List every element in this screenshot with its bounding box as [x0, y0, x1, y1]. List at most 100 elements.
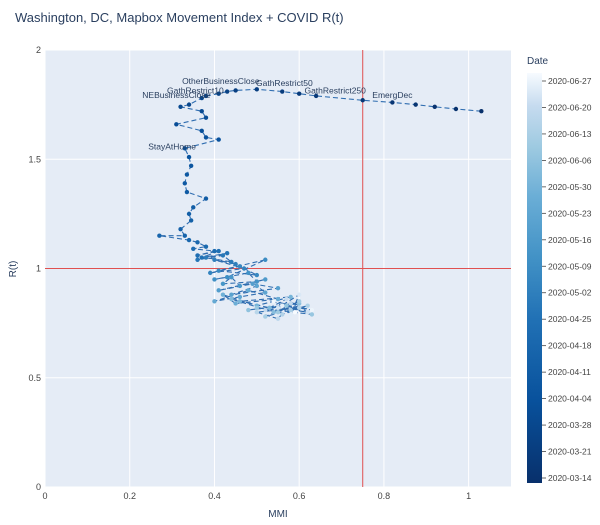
data-point — [254, 310, 260, 315]
colorbar-tick-label: 2020-05-09 — [548, 261, 592, 271]
data-point — [186, 211, 192, 217]
data-point — [275, 310, 281, 315]
data-point — [296, 292, 302, 297]
data-point — [195, 240, 200, 245]
data-point — [212, 277, 217, 282]
data-point — [195, 257, 200, 262]
data-point — [390, 100, 395, 105]
colorbar-tick-label: 2020-05-02 — [548, 288, 592, 298]
data-point — [191, 205, 196, 210]
data-point — [216, 248, 221, 254]
data-point — [288, 307, 293, 313]
data-point — [220, 292, 226, 297]
annotation-label: GathRestrict10 — [167, 86, 224, 96]
data-point — [212, 299, 217, 304]
colorbar-tick-label: 2020-03-28 — [548, 420, 592, 430]
colorbar-tick-label: 2020-03-21 — [548, 447, 592, 457]
data-point — [280, 312, 285, 317]
data-point — [182, 181, 187, 186]
x-tick-label: 1 — [466, 491, 471, 501]
data-point — [250, 281, 255, 286]
colorbar-tick-label: 2020-04-11 — [548, 367, 591, 377]
data-point — [233, 301, 238, 306]
annotation-label: EmergDec — [372, 90, 413, 100]
data-point — [186, 237, 192, 243]
data-point — [199, 95, 204, 101]
data-point — [432, 104, 437, 110]
data-point — [275, 296, 281, 302]
x-tick-label: 0 — [42, 491, 47, 501]
colorbar-tick-label: 2020-03-14 — [548, 473, 592, 483]
annotation-label: StayAtHome — [148, 141, 196, 151]
data-point — [229, 275, 234, 280]
data-point — [220, 281, 226, 286]
data-point — [241, 266, 247, 271]
data-point — [220, 253, 226, 258]
data-point — [305, 303, 310, 308]
colorbar-tick-label: 2020-06-27 — [548, 76, 592, 86]
data-point — [184, 189, 190, 195]
series-points — [157, 87, 484, 321]
data-point — [229, 296, 234, 302]
data-point — [284, 303, 289, 308]
data-point — [191, 246, 196, 252]
data-point — [203, 135, 209, 140]
data-point — [182, 233, 187, 238]
data-point — [360, 98, 365, 103]
data-point — [263, 307, 268, 313]
data-point — [271, 310, 276, 315]
colorbar-ticks: 2020-06-27 2020-06-20 2020-06-13 2020-06-06… — [542, 76, 592, 483]
colorbar-tick-label: 2020-05-16 — [548, 235, 592, 245]
data-point — [271, 299, 276, 304]
data-point — [284, 296, 289, 302]
y-tick-label: 1.5 — [28, 154, 41, 164]
data-point — [182, 146, 187, 151]
y-tick-label: 1 — [36, 264, 41, 274]
data-point — [288, 294, 293, 300]
data-point — [246, 288, 251, 293]
x-tick-label: 0.4 — [208, 491, 221, 501]
data-point — [280, 89, 285, 94]
data-point — [188, 163, 194, 169]
data-point — [237, 299, 243, 304]
data-point — [263, 290, 268, 295]
data-point — [309, 312, 315, 317]
data-point — [229, 259, 234, 265]
annotation-label: GathRestrict250 — [304, 86, 366, 96]
annotation-label: OtherBusinessClose — [182, 76, 260, 86]
data-point — [157, 233, 162, 238]
colorbar-tick-label: 2020-06-06 — [548, 155, 592, 165]
data-point — [309, 307, 315, 313]
data-point — [203, 93, 209, 99]
data-point — [186, 102, 192, 107]
data-point — [254, 305, 260, 311]
colorbar-title: Date — [527, 56, 549, 67]
data-point — [224, 251, 230, 256]
data-point — [275, 305, 281, 311]
y-axis-ticks: 0 0.5 1 1.5 2 — [28, 45, 41, 492]
data-point — [203, 196, 209, 201]
data-point — [216, 288, 221, 293]
data-point — [288, 312, 293, 317]
data-point — [296, 305, 302, 311]
data-point — [254, 87, 260, 92]
data-point — [292, 310, 298, 315]
data-point — [229, 292, 234, 297]
y-tick-label: 2 — [36, 45, 41, 55]
data-point — [296, 91, 302, 96]
colorbar-tick-label: 2020-05-30 — [548, 182, 592, 192]
data-point — [254, 279, 260, 284]
data-point — [254, 272, 260, 278]
data-point — [199, 128, 204, 134]
data-point — [263, 257, 268, 262]
data-point — [313, 93, 319, 99]
data-point — [267, 305, 272, 311]
data-point — [216, 137, 221, 142]
data-point — [296, 299, 302, 304]
data-point — [186, 154, 192, 160]
data-point — [413, 102, 418, 107]
data-point — [305, 310, 310, 315]
data-point — [479, 108, 484, 114]
